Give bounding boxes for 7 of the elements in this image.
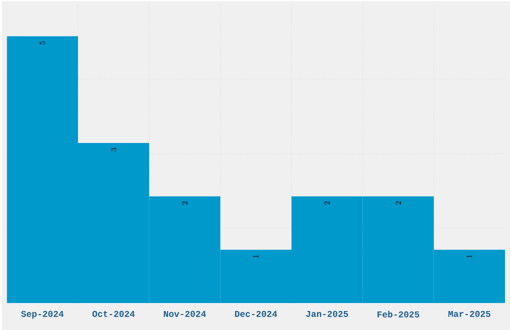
x-tick-label: Sep-2024 — [21, 310, 64, 319]
x-tick-label: Nov-2024 — [164, 310, 206, 317]
x-tick-label: Feb-2025 — [378, 310, 420, 318]
x-tick-label: Dec-2024 — [235, 310, 278, 317]
x-tick-label: Jan-2025 — [306, 310, 348, 317]
x-tick-label: Mar-2025 — [448, 310, 490, 317]
x-tick-label: Oct-2024 — [92, 310, 135, 317]
